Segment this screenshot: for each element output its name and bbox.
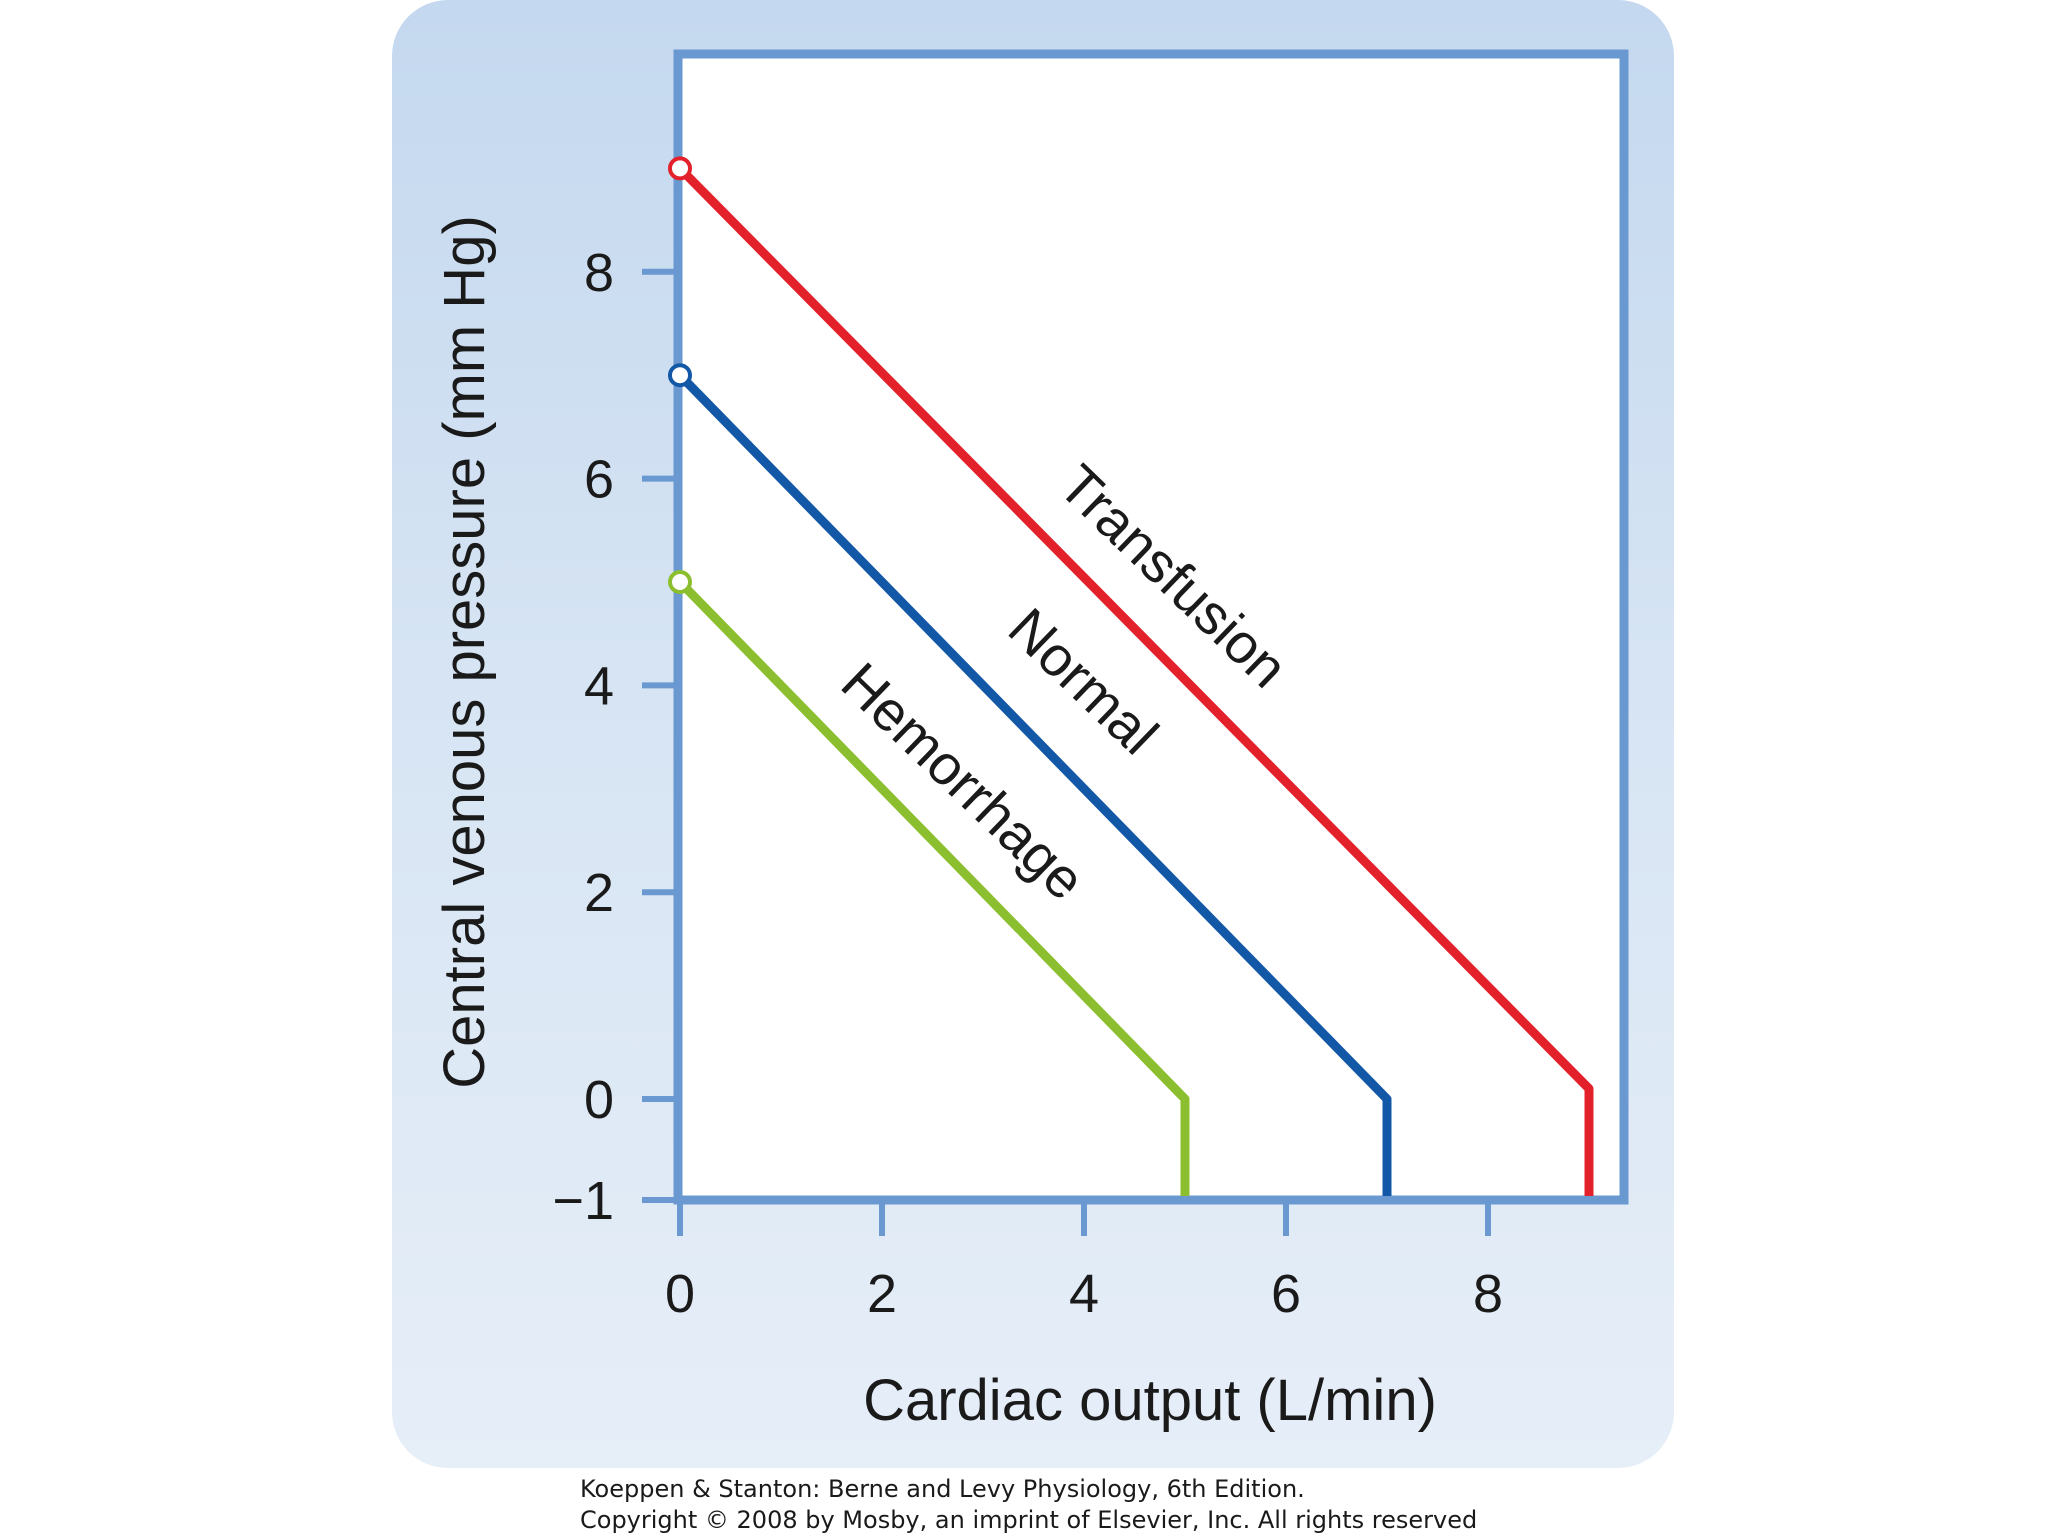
- x-tick-label: 4: [1069, 1264, 1099, 1324]
- x-tick-label: 6: [1271, 1264, 1301, 1324]
- copyright-credit: Koeppen & Stanton: Berne and Levy Physio…: [580, 1474, 1580, 1536]
- x-axis-title: Cardiac output (L/min): [863, 1368, 1437, 1433]
- hemorrhage-series-line: [676, 578, 1190, 1196]
- normal-start-marker: [668, 363, 692, 388]
- y-tick-label: 8: [584, 243, 614, 303]
- y-tick-label: 2: [584, 863, 614, 923]
- y-tick-label: 4: [584, 656, 614, 716]
- transfusion-series-line: [676, 165, 1594, 1196]
- y-axis-title: Central venous pressure (mm Hg): [432, 215, 497, 1089]
- credit-line-1: Koeppen & Stanton: Berne and Levy Physio…: [580, 1475, 1305, 1503]
- plot-area: [673, 49, 1629, 1205]
- y-tick-label: 6: [584, 450, 614, 510]
- hemorrhage-start-marker: [668, 570, 692, 594]
- normal-series-line: [676, 372, 1392, 1196]
- x-tick-label: 2: [867, 1264, 897, 1324]
- x-tick-label: 8: [1473, 1264, 1503, 1324]
- x-tick-label: 0: [665, 1264, 695, 1324]
- y-axis: −1 0 2 4 6 8: [552, 243, 678, 1231]
- x-axis: 0 2 4 6 8: [665, 1200, 1503, 1324]
- y-tick-label: −1: [552, 1171, 614, 1231]
- credit-line-2: Copyright © 2008 by Mosby, an imprint of…: [580, 1506, 1478, 1534]
- transfusion-start-marker: [668, 156, 692, 181]
- y-tick-label: 0: [584, 1070, 614, 1130]
